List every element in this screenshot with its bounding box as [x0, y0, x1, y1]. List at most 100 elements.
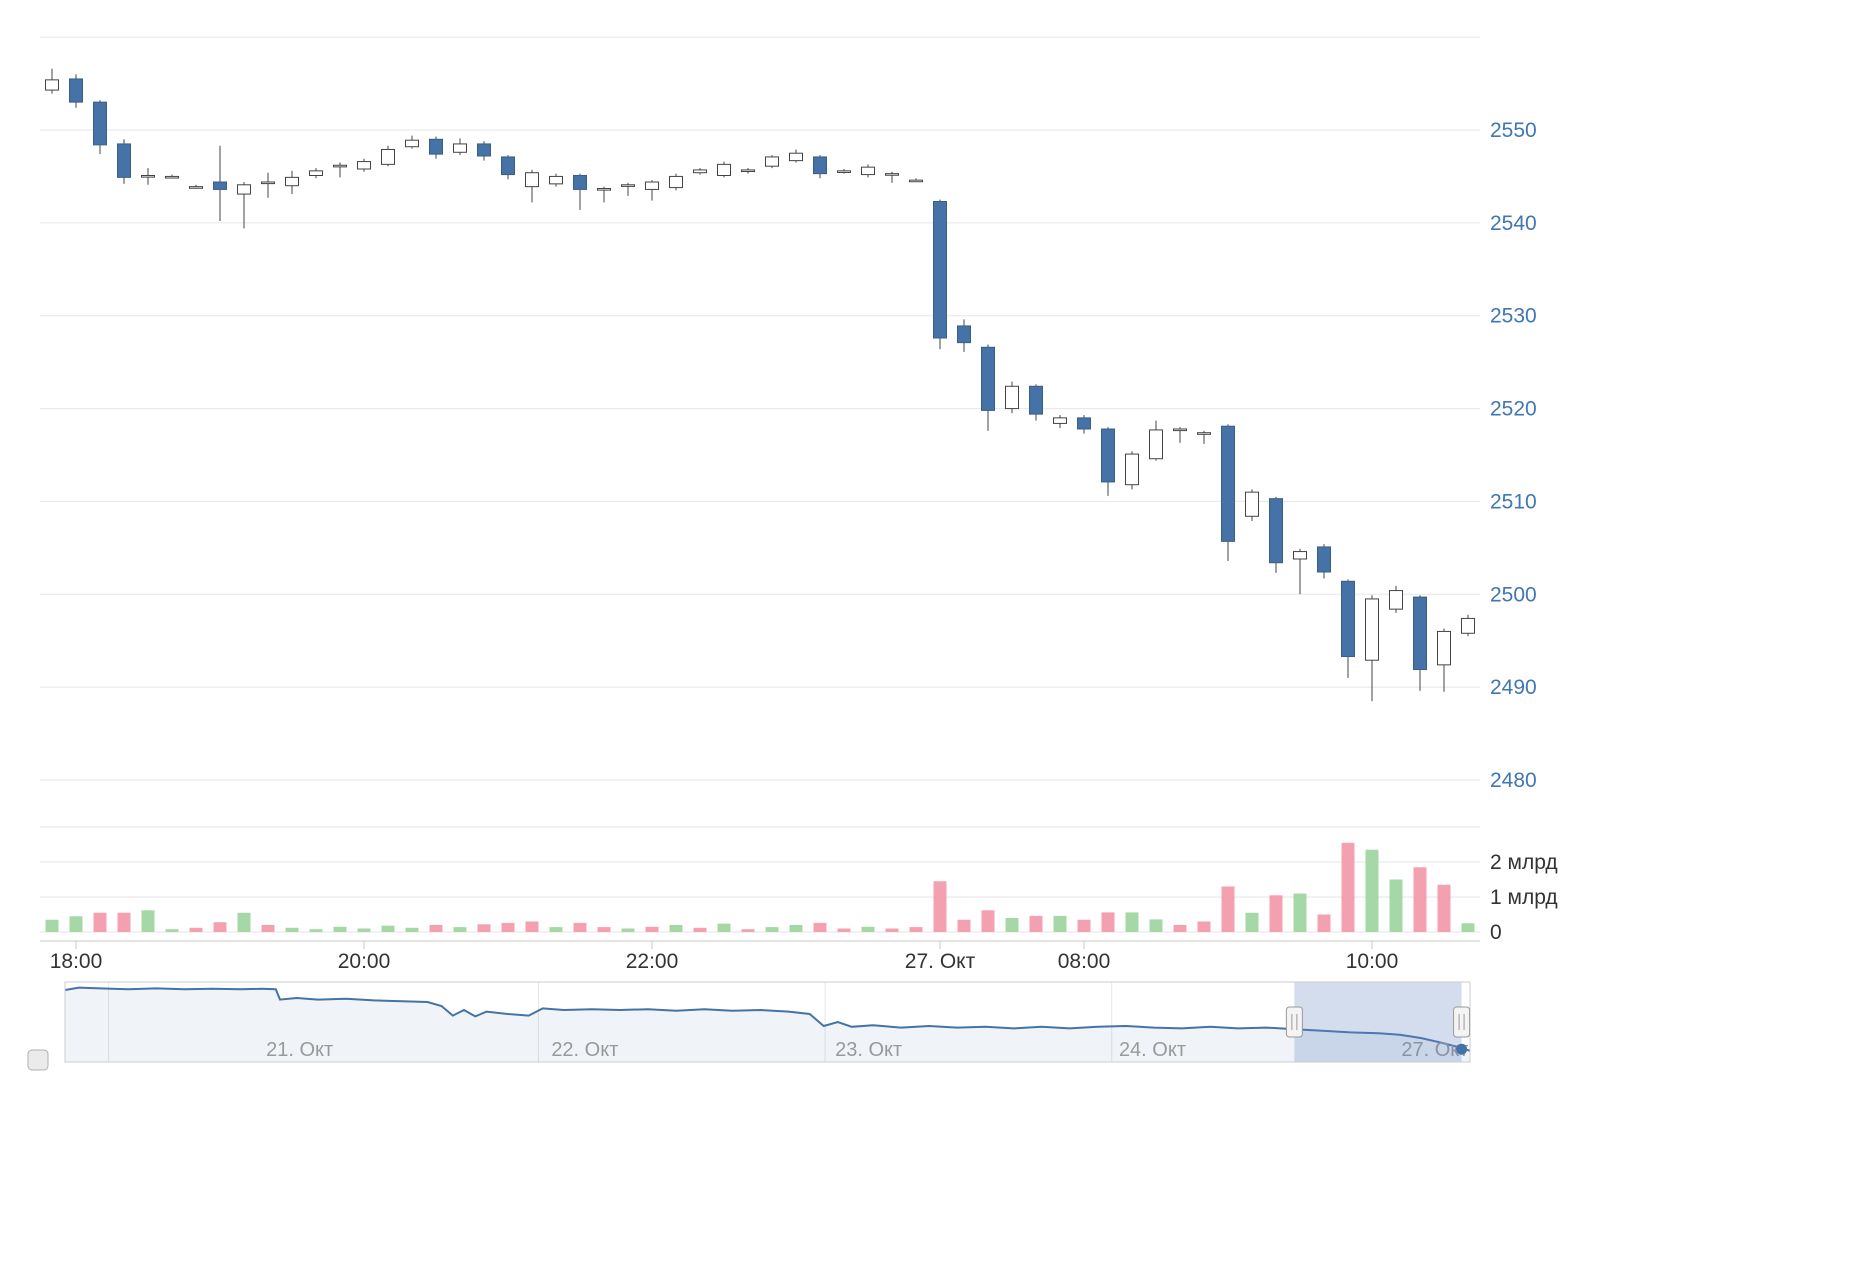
candle-up — [1461, 617, 1475, 634]
volume-bar — [357, 928, 371, 932]
x-axis-label: 20:00 — [338, 950, 391, 973]
x-axis-label: 18:00 — [50, 950, 103, 973]
candle-up — [1389, 590, 1403, 610]
candle-up — [669, 175, 683, 189]
volume-axis-label: 0 — [1490, 921, 1502, 944]
volume-bar — [1029, 915, 1043, 932]
x-axis-label: 27. Окт — [905, 950, 976, 973]
volume-bar — [1389, 879, 1403, 932]
navigator-line — [64, 986, 1471, 1052]
candle-down — [1029, 385, 1043, 415]
scrollbar-button[interactable] — [27, 1049, 49, 1071]
volume-bar — [1221, 886, 1235, 932]
volume-bar — [1077, 919, 1091, 932]
volume-bar — [885, 928, 899, 932]
volume-bar — [549, 927, 563, 932]
candle-up — [789, 152, 803, 162]
candle-up — [189, 186, 203, 189]
volume-bar — [717, 923, 731, 932]
volume-bar — [1269, 895, 1283, 932]
candle-up — [1173, 428, 1187, 432]
candle-up — [549, 175, 563, 185]
candle-up — [357, 161, 371, 170]
price-axis-label: 2540 — [1490, 212, 1537, 235]
volume-bar — [261, 925, 275, 932]
volume-pane — [45, 842, 1475, 932]
price-axis-label: 2530 — [1490, 305, 1537, 328]
candle-up — [1125, 453, 1139, 486]
volume-bar — [957, 919, 971, 932]
volume-bar — [1125, 912, 1139, 932]
price-gridlines — [40, 36, 1480, 781]
volume-bar — [1461, 923, 1475, 932]
candle-up — [1293, 551, 1307, 560]
volume-bar — [525, 921, 539, 932]
volume-bar — [1245, 912, 1259, 932]
candle-up — [285, 176, 299, 187]
volume-axis-labels: 2 млрд 1 млрд 0 — [1490, 851, 1558, 944]
x-axis-label: 10:00 — [1346, 950, 1399, 973]
candle-down — [429, 138, 443, 155]
volume-bar — [1317, 914, 1331, 932]
navigator-handle-left[interactable] — [1285, 1006, 1303, 1038]
price-axis-label: 2520 — [1490, 398, 1537, 421]
volume-bar — [1173, 925, 1187, 932]
volume-bar — [1293, 893, 1307, 932]
navigator-handle-right[interactable] — [1453, 1006, 1471, 1038]
volume-bar — [741, 929, 755, 932]
candle-down — [1269, 498, 1283, 564]
navigator-date-label: 23. Окт — [835, 1039, 902, 1061]
candle-up — [237, 184, 251, 195]
candle-down — [813, 156, 827, 175]
candle-down — [213, 181, 227, 190]
volume-bar — [1149, 919, 1163, 932]
candle-down — [933, 200, 947, 339]
candle-down — [573, 174, 587, 190]
candle-down — [957, 325, 971, 344]
candle-up — [861, 166, 875, 176]
volume-bar — [1341, 842, 1355, 932]
price-axis-label: 2480 — [1490, 769, 1537, 792]
volume-bar — [1365, 849, 1379, 932]
x-axis-label: 22:00 — [626, 950, 679, 973]
candle-down — [69, 78, 83, 103]
volume-bar — [981, 910, 995, 932]
volume-axis-label: 2 млрд — [1490, 851, 1558, 874]
volume-bar — [693, 927, 707, 932]
candle-up — [741, 169, 755, 173]
price-axis-label: 2510 — [1490, 490, 1537, 513]
volume-bar — [333, 926, 347, 932]
x-axis: 18:00 20:00 22:00 27. Окт 08:00 10:00 — [40, 940, 1480, 973]
volume-bar — [789, 925, 803, 932]
volume-bar — [597, 927, 611, 932]
volume-bar — [909, 927, 923, 932]
volume-bar — [453, 927, 467, 932]
plot-area[interactable] — [45, 68, 1475, 702]
candle-up — [1005, 385, 1019, 410]
candle-up — [525, 172, 539, 188]
volume-axis-label: 1 млрд — [1490, 886, 1558, 909]
volume-bar — [501, 922, 515, 932]
volume-bar — [117, 912, 131, 932]
price-axis-label: 2500 — [1490, 583, 1537, 606]
candle-down — [1317, 546, 1331, 573]
candle-up — [261, 181, 275, 185]
candle-down — [1077, 417, 1091, 430]
candle-up — [765, 156, 779, 167]
navigator-selected-range[interactable] — [1294, 982, 1462, 1062]
volume-bar — [669, 925, 683, 932]
price-axis-label: 2550 — [1490, 119, 1537, 142]
navigator-area — [65, 987, 1470, 1062]
candle-up — [597, 187, 611, 191]
candle-up — [141, 174, 155, 178]
volume-bar — [141, 910, 155, 932]
volume-bar — [621, 928, 635, 932]
candle-up — [1437, 630, 1451, 666]
navigator-current-point-dot — [1456, 1043, 1468, 1055]
volume-bar — [69, 916, 83, 932]
candle-up — [885, 173, 899, 176]
volume-bar — [765, 927, 779, 932]
navigator[interactable]: 21. Окт 22. Окт 23. Окт 24. Окт 27. Окт — [27, 981, 1471, 1071]
